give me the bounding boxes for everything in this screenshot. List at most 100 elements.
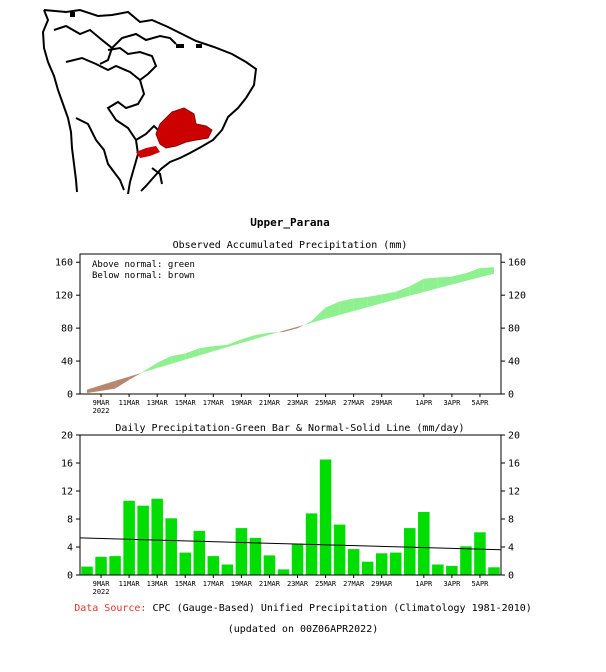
x-tick-label: 23MAR [287,580,309,588]
accumulated-segment [479,267,494,278]
accumulated-segment [269,332,279,335]
daily-bar [460,546,472,575]
accumulated-segment [213,344,228,352]
x-year-label: 2022 [93,407,110,415]
accumulated-segment [353,296,368,311]
daily-bar [432,564,444,575]
data-source-label: Data Source: [74,603,147,614]
y-tick-label-right: 20 [508,431,520,442]
south-america-coastline [43,8,258,192]
accumulated-segment [339,298,354,315]
y-tick-label-left: 4 [67,543,73,554]
daily-bar [375,553,388,575]
accumulated-segment [423,277,438,292]
country-border [111,32,177,49]
daily-bar [361,561,374,575]
daily-bar [333,524,346,575]
accumulated-segment [278,330,284,333]
x-tick-label: 21MAR [259,580,281,588]
daily-bar [81,566,93,575]
accumulated-segment [87,385,102,394]
y-tick-label-right: 120 [508,291,526,302]
y-tick-label-left: 40 [61,357,73,368]
daily-bar [488,567,500,575]
daily-normal-line [79,537,502,551]
daily-bar [193,530,206,575]
daily-x-labels: 9MAR 11MAR 13MAR 15MAR 17MAR 19MAR 21MAR 23MAR 2… [93,575,490,596]
accumulated-segment [304,321,312,325]
x-tick-label: 5APR [472,580,490,588]
accumulated-plot-frame [79,253,502,395]
daily-bar [291,543,304,575]
accumulated-segment [311,307,326,323]
daily-bar [221,564,234,575]
y-tick-label-right: 4 [508,543,514,554]
x-tick-label: 17MAR [203,399,225,407]
daily-axes: 0 0 4 4 8 8 12 12 16 16 20 20 [61,431,520,582]
daily-bar [319,459,332,575]
y-tick-label-left: 0 [67,390,73,401]
accumulated-segment [297,324,305,329]
figure: Upper_Parana Observed Accumulated Precip… [41,8,526,596]
y-tick-label-right: 8 [508,515,514,526]
daily-bar [123,500,135,575]
daily-bar [249,537,262,575]
updated-note: (updated on 00Z06APR2022) [227,624,379,635]
daily-bar [347,549,360,575]
x-tick-label: 17MAR [203,580,225,588]
country-border [75,117,125,191]
daily-bar [137,505,149,575]
upper-parana-basin [155,107,213,149]
y-tick-label-right: 40 [508,357,520,368]
accumulated-fill-areas [87,267,494,394]
country-border [106,79,146,195]
accumulated-segment [199,346,214,356]
x-tick-label: 11MAR [119,580,141,588]
x-tick-label: 1APR [415,580,433,588]
x-tick-label: 25MAR [315,399,337,407]
daily-bar [474,532,486,575]
accumulated-segment [409,278,424,296]
y-tick-label-right: 12 [508,487,520,498]
daily-chart-title: Daily Precipitation-Green Bar & Normal-S… [115,423,464,434]
data-source-text: CPC (Gauge-Based) Unified Precipitation … [152,603,532,614]
y-tick-label-left: 20 [61,431,73,442]
x-tick-label: 21MAR [259,399,281,407]
locator-map [41,8,258,195]
x-tick-label: 3APR [443,399,461,407]
accumulated-segment [437,276,452,289]
x-tick-label: 15MAR [175,399,197,407]
accumulated-segment [227,339,242,348]
normal-line [79,537,502,551]
accumulated-segment [185,348,200,360]
accumulated-segment [115,376,130,389]
x-tick-label: 19MAR [231,399,253,407]
accumulated-segment [241,334,256,344]
island [196,44,202,48]
y-tick-label-right: 80 [508,324,520,335]
daily-bars [81,459,500,575]
daily-bar [95,556,107,575]
x-tick-label: 9MAR [93,399,111,407]
pacific-coastline [41,9,78,193]
y-tick-label-left: 16 [61,459,73,470]
island [70,12,75,17]
x-tick-label: 13MAR [147,580,169,588]
x-tick-label: 29MAR [371,580,393,588]
x-tick-label: 19MAR [231,580,253,588]
x-tick-label: 27MAR [343,580,365,588]
x-tick-label: 9MAR [93,580,111,588]
y-tick-label-right: 16 [508,459,520,470]
accumulated-segment [465,268,480,281]
daily-bar [389,552,402,575]
country-border [65,46,158,82]
x-tick-label: 3APR [443,580,461,588]
daily-plot-frame [79,434,502,576]
daily-bar [418,512,430,575]
legend-below: Below normal: brown [92,271,195,281]
accumulated-segment [101,380,116,391]
x-tick-label: 27MAR [343,399,365,407]
y-tick-label-left: 80 [61,324,73,335]
x-tick-label: 5APR [472,399,490,407]
accumulated-segment [255,332,270,339]
